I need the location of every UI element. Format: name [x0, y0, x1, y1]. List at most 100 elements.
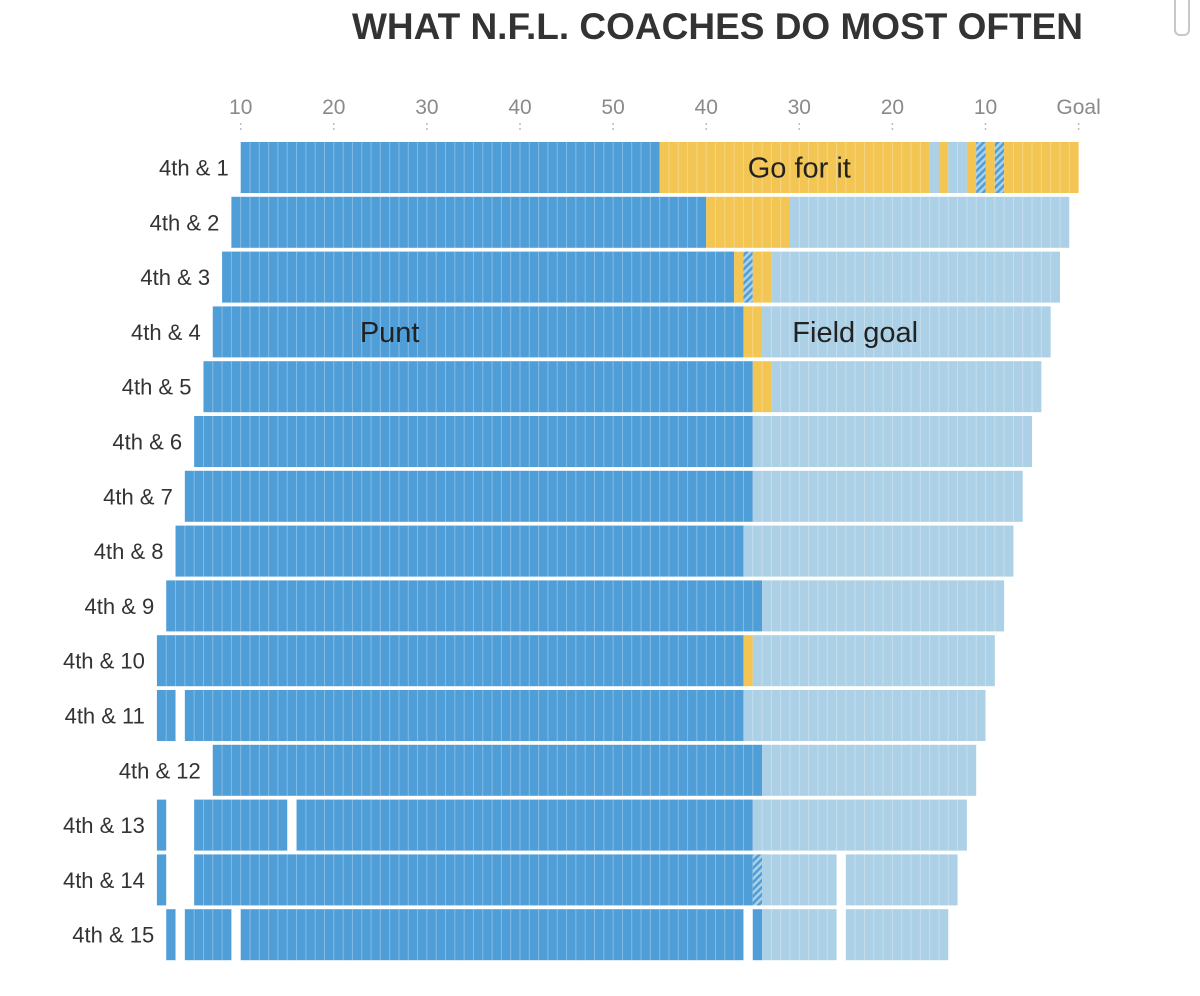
- yard-dividers: [1012, 142, 1070, 193]
- go-for-it-segment: [752, 251, 772, 303]
- annotation-label: Field goal: [792, 317, 918, 349]
- go-for-it-segment: [659, 142, 930, 193]
- x-tick-label: 10: [974, 96, 997, 119]
- go-for-it-segment: [706, 196, 790, 248]
- row-label: 4th & 10: [63, 649, 145, 674]
- punt-segment: [231, 196, 707, 248]
- field-goal-segment: [771, 361, 1042, 413]
- annotations: Go for it Punt Field goal: [360, 153, 918, 349]
- yard-dividers: [854, 909, 940, 961]
- row-13: 4th & 13: [63, 799, 967, 851]
- yard-dividers: [184, 525, 735, 577]
- row-label: 4th & 11: [65, 704, 145, 729]
- punt-segment: [194, 854, 753, 906]
- field-goal-segment: [929, 142, 939, 193]
- field-goal-segment: [752, 416, 1033, 467]
- yard-dividers: [761, 470, 1014, 522]
- row-label: 4th & 6: [112, 430, 182, 455]
- row-label: 4th & 7: [103, 484, 173, 509]
- annotation-label: Punt: [360, 317, 420, 349]
- yard-dividers: [770, 306, 1042, 358]
- yard-dividers: [854, 854, 949, 906]
- x-tick-label: 20: [881, 96, 904, 119]
- yard-dividers: [798, 196, 1061, 248]
- row-label: 4th & 1: [159, 156, 229, 181]
- x-axis: 10 20 30 40 50 40 30 20 10 Goal: [229, 96, 1101, 133]
- x-tick-label: 30: [415, 96, 438, 119]
- row-14: 4th & 14: [63, 854, 958, 906]
- yard-dividers: [212, 361, 744, 413]
- field-goal-segment: [845, 909, 949, 961]
- yard-dividers: [202, 416, 744, 467]
- punt-segment: [212, 744, 763, 796]
- yard-dividers: [230, 251, 726, 303]
- punt-segment: [212, 306, 744, 358]
- field-goal-segment: [771, 251, 1060, 303]
- row-2: 4th & 2: [150, 196, 1070, 248]
- row-9: 4th & 9: [85, 580, 1005, 632]
- field-goal-segment: [752, 799, 967, 851]
- yard-dividers: [165, 635, 735, 687]
- punt-segment: [222, 251, 735, 303]
- go-for-it-segment: [743, 635, 753, 687]
- punt-segment: [166, 580, 763, 632]
- go-for-it-segment: [938, 142, 949, 193]
- field-goal-segment: [762, 306, 1051, 358]
- row-8: 4th & 8: [94, 525, 1014, 577]
- row-3: 4th & 3: [140, 251, 1060, 303]
- scrollbar-edge[interactable]: [1174, 0, 1190, 36]
- row-label: 4th & 9: [85, 594, 155, 619]
- x-tick-label: 20: [322, 96, 345, 119]
- yard-dividers: [770, 909, 828, 961]
- field-goal-segment: [789, 196, 1070, 248]
- x-tick-label: Goal: [1056, 96, 1100, 119]
- row-label: 4th & 3: [140, 265, 210, 290]
- go-for-it-segment: [734, 251, 744, 303]
- row-label: 4th & 8: [94, 539, 164, 564]
- yard-dividers: [752, 690, 977, 741]
- yard-dividers: [761, 799, 959, 851]
- row-6: 4th & 6: [112, 416, 1033, 467]
- punt-segment: [240, 909, 744, 961]
- punt-segment: [184, 470, 753, 522]
- punt-segment: [184, 690, 744, 741]
- yard-dividers: [240, 196, 698, 248]
- annotation-label: Go for it: [748, 153, 851, 185]
- field-goal-segment: [948, 142, 967, 193]
- mixed-segment: [994, 142, 1005, 193]
- x-tick-label: 40: [508, 96, 531, 119]
- yard-dividers: [305, 799, 744, 851]
- row-10: 4th & 10: [63, 635, 995, 687]
- go-for-it-segment: [1004, 142, 1079, 193]
- rows: 4th & 1 4th & 2 4th & 3 4th & 4 4th & 5 4th &…: [63, 142, 1079, 961]
- go-for-it-segment: [985, 142, 995, 193]
- field-goal-segment: [743, 525, 1014, 577]
- yard-dividers: [715, 196, 782, 248]
- x-tick-label: 10: [229, 96, 252, 119]
- punt-segment: [156, 854, 167, 906]
- field-goal-segment: [762, 580, 1005, 632]
- yard-dividers: [770, 580, 996, 632]
- go-for-it-segment: [743, 306, 763, 358]
- punt-segment: [156, 635, 744, 687]
- row-4: 4th & 4: [131, 306, 1051, 358]
- yard-dividers: [780, 361, 1033, 413]
- yard-dividers: [761, 416, 1024, 467]
- row-5: 4th & 5: [122, 361, 1042, 413]
- punt-segment: [752, 909, 763, 961]
- yard-dividers: [770, 744, 968, 796]
- yard-dividers: [249, 142, 651, 193]
- field-goal-segment: [752, 470, 1023, 522]
- row-15: 4th & 15: [72, 909, 949, 961]
- x-tick-label: 50: [601, 96, 624, 119]
- yard-dividers: [761, 635, 986, 687]
- mixed-segment: [976, 142, 986, 193]
- row-7: 4th & 7: [103, 470, 1023, 522]
- row-label: 4th & 14: [63, 868, 145, 893]
- field-goal-segment: [743, 690, 986, 741]
- yard-dividers: [221, 744, 754, 796]
- punt-segment: [194, 799, 288, 851]
- row-12: 4th & 12: [119, 744, 977, 796]
- punt-segment: [203, 361, 753, 413]
